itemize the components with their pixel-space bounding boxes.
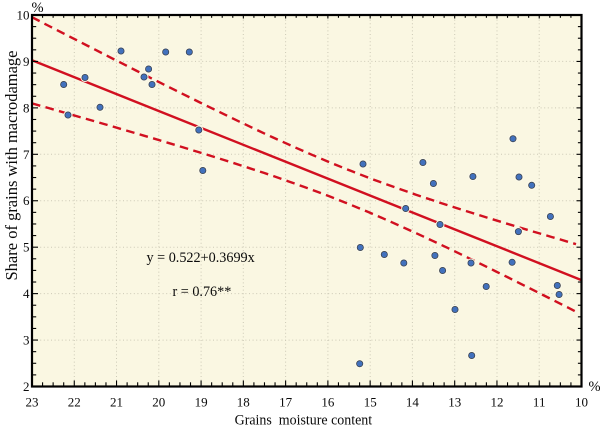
svg-text:10: 10 bbox=[17, 8, 30, 23]
svg-text:23: 23 bbox=[26, 395, 39, 410]
svg-text:Grains moisture content: Grains moisture content bbox=[235, 413, 373, 429]
svg-text:%: % bbox=[31, 0, 43, 16]
svg-text:5: 5 bbox=[23, 240, 30, 255]
svg-text:3: 3 bbox=[23, 333, 30, 348]
svg-text:4: 4 bbox=[23, 286, 30, 301]
svg-text:14: 14 bbox=[406, 395, 420, 410]
svg-text:7: 7 bbox=[23, 147, 30, 162]
svg-text:22: 22 bbox=[68, 395, 81, 410]
svg-text:r = 0.76**: r = 0.76** bbox=[173, 284, 232, 300]
svg-text:17: 17 bbox=[279, 395, 293, 410]
svg-text:12: 12 bbox=[491, 395, 504, 410]
svg-text:%: % bbox=[588, 379, 600, 395]
svg-text:19: 19 bbox=[195, 395, 208, 410]
svg-text:11: 11 bbox=[533, 395, 546, 410]
svg-text:15: 15 bbox=[364, 395, 377, 410]
svg-text:20: 20 bbox=[152, 395, 165, 410]
svg-text:18: 18 bbox=[237, 395, 250, 410]
svg-text:10: 10 bbox=[575, 395, 588, 410]
svg-text:16: 16 bbox=[321, 395, 335, 410]
svg-text:Share of grains with macrodama: Share of grains with macrodamage bbox=[2, 50, 21, 280]
svg-text:8: 8 bbox=[23, 100, 30, 115]
svg-text:y = 0.522+0.3699x: y = 0.522+0.3699x bbox=[147, 250, 255, 266]
svg-text:9: 9 bbox=[23, 54, 30, 69]
svg-text:13: 13 bbox=[448, 395, 461, 410]
svg-text:2: 2 bbox=[23, 379, 30, 394]
svg-text:6: 6 bbox=[23, 193, 30, 208]
svg-text:21: 21 bbox=[110, 395, 123, 410]
